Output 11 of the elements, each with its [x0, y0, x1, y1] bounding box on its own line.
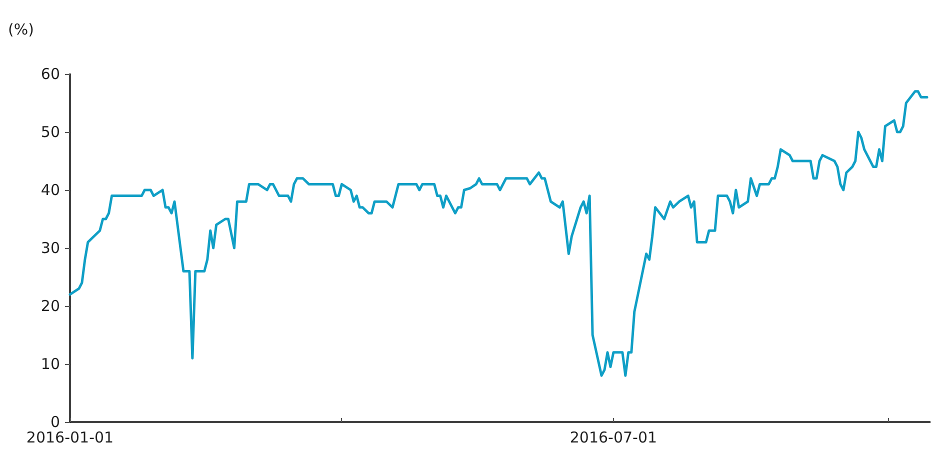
- y-tick-label: 50: [40, 123, 60, 141]
- y-tick-label: 40: [40, 181, 60, 199]
- y-axis-title: (%): [8, 20, 34, 38]
- y-tick-label: 60: [40, 65, 60, 83]
- y-tick-label: 10: [40, 355, 60, 373]
- y-tick-label: 0: [50, 413, 60, 431]
- y-tick-label: 20: [40, 297, 60, 315]
- y-tick-label: 30: [40, 239, 60, 257]
- x-tick-label: 2016-01-01: [26, 428, 114, 446]
- line-series: [68, 90, 928, 377]
- x-tick-label: 2016-07-01: [570, 428, 658, 446]
